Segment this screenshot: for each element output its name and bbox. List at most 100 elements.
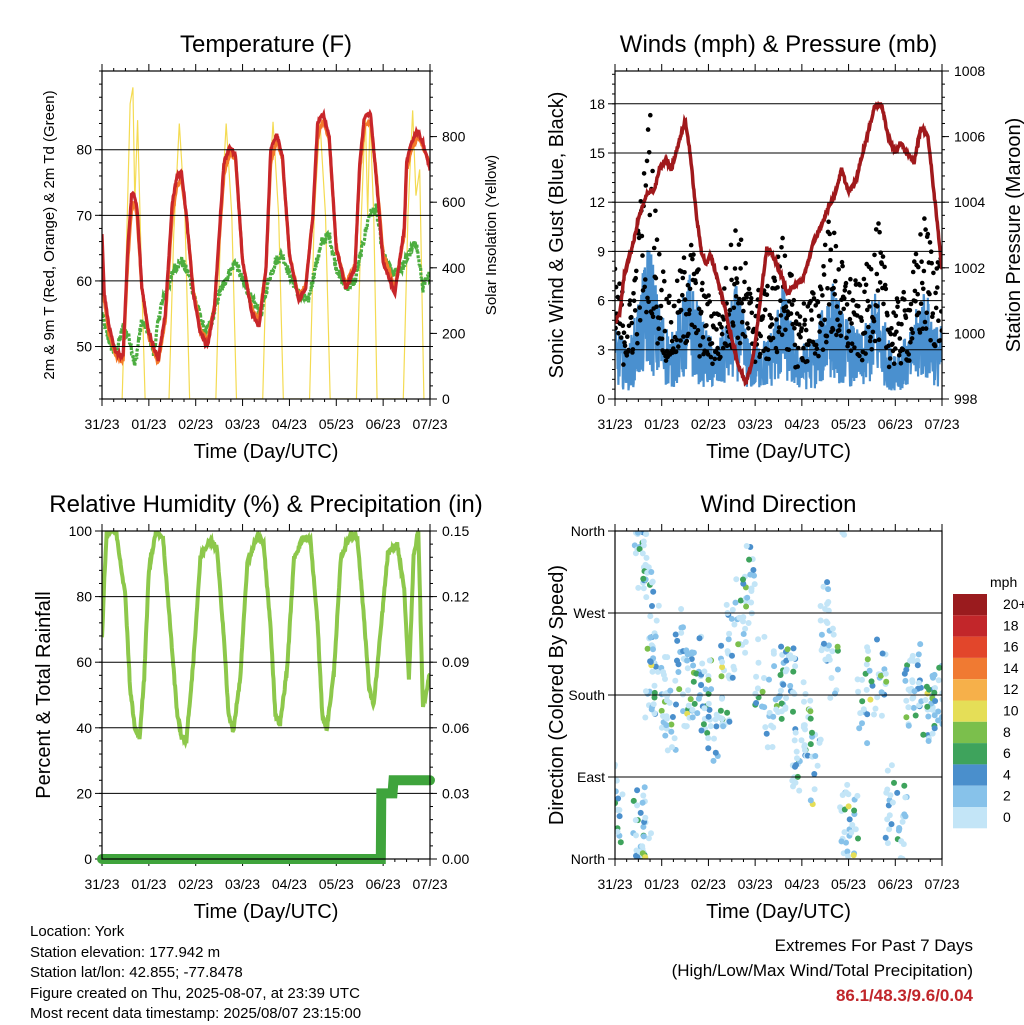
gust-point (659, 336, 665, 342)
gust-point (678, 338, 683, 343)
direction-point (877, 672, 884, 679)
station-elevation: Station elevation: 177.942 m (30, 943, 221, 961)
gust-point (687, 286, 693, 292)
direction-point (859, 676, 865, 683)
gust-point (909, 336, 915, 341)
gust-point (794, 311, 800, 316)
gust-point (890, 341, 895, 347)
y-tick-label: 15 (589, 145, 605, 161)
gust-point (700, 280, 705, 286)
direction-point (811, 786, 818, 793)
direction-point (935, 717, 942, 724)
x-tick-label: 03/23 (225, 416, 260, 432)
gust-point (748, 295, 754, 301)
dewpoint-line (102, 203, 430, 367)
direction-point (704, 730, 711, 736)
y-tick-label: 70 (76, 207, 92, 223)
direction-point (874, 694, 881, 701)
gust-point (779, 245, 784, 250)
direction-point (884, 786, 891, 793)
gust-point (644, 158, 650, 164)
gust-point (816, 353, 821, 359)
direction-point (753, 673, 760, 680)
gust-point (738, 266, 743, 271)
gust-point (919, 280, 925, 286)
direction-point (826, 656, 833, 663)
direction-point (654, 668, 661, 675)
direction-point (859, 698, 866, 705)
direction-point (640, 575, 647, 582)
direction-point (753, 700, 760, 706)
y-tick-label: 60 (76, 654, 92, 670)
gust-point (709, 341, 715, 346)
direction-point (901, 670, 908, 677)
gust-point (847, 290, 852, 295)
gust-point (899, 321, 904, 327)
gust-point (669, 338, 675, 344)
gust-point (916, 264, 921, 270)
x-tick-label: 07/23 (924, 876, 959, 892)
direction-point (931, 712, 938, 719)
direction-point (883, 678, 890, 685)
gust-point (645, 127, 651, 132)
gust-point (812, 351, 818, 356)
direction-point (855, 835, 861, 842)
direction-point (705, 735, 712, 742)
y-tick-label: 6 (597, 293, 605, 309)
direction-point (812, 753, 819, 759)
gust-point (687, 307, 692, 313)
gust-point (676, 298, 682, 304)
legend-label: 0 (1003, 809, 1011, 825)
direction-point (763, 730, 770, 737)
y-tick-label: 40 (76, 720, 92, 736)
plot-area (615, 531, 942, 859)
chart-winds: Winds (mph) & Pressure (mb) 0 3 6 9 12 15 18 998… (546, 31, 1024, 463)
x-tick-label: 01/23 (644, 416, 679, 432)
direction-point (783, 657, 790, 664)
direction-point (809, 729, 815, 736)
gust-point (746, 286, 752, 292)
direction-point (828, 675, 835, 681)
direction-point (680, 691, 686, 698)
gust-point (844, 335, 849, 341)
y2-tick-label: 1006 (954, 129, 985, 145)
direction-point (925, 738, 932, 744)
gust-point (817, 329, 822, 334)
direction-point (746, 556, 753, 563)
direction-point (742, 649, 749, 656)
direction-point (871, 711, 877, 718)
direction-point (718, 642, 725, 649)
gust-point (939, 309, 942, 314)
direction-point (655, 602, 662, 609)
direction-point (914, 657, 921, 664)
gust-point (814, 346, 820, 352)
direction-point (902, 677, 909, 684)
gust-point (747, 291, 753, 297)
gust-point (704, 323, 709, 328)
gust-point (658, 315, 663, 321)
gust-point (745, 321, 750, 326)
gust-point (769, 322, 775, 327)
y-tick-label: 20 (76, 785, 92, 801)
gust-point (769, 315, 774, 321)
legend-label: 8 (1003, 724, 1011, 740)
direction-point (723, 601, 730, 608)
gust-point (891, 361, 897, 367)
direction-point (845, 791, 852, 798)
direction-point (688, 656, 695, 662)
speed-legend: mph 20+ 18 16 14 12 10 8 6 4 2 0 (953, 574, 1024, 829)
direction-point (732, 599, 739, 606)
gust-point (838, 333, 844, 339)
gust-point (896, 353, 902, 358)
direction-point (905, 704, 912, 711)
direction-point (911, 688, 918, 695)
gust-point (922, 216, 927, 221)
direction-point (633, 832, 639, 839)
direction-point (790, 708, 796, 715)
gust-point (651, 245, 657, 251)
gust-point (935, 260, 941, 265)
direction-point (761, 675, 767, 681)
direction-point (687, 696, 694, 703)
direction-point (778, 715, 785, 722)
gust-point (875, 288, 881, 293)
